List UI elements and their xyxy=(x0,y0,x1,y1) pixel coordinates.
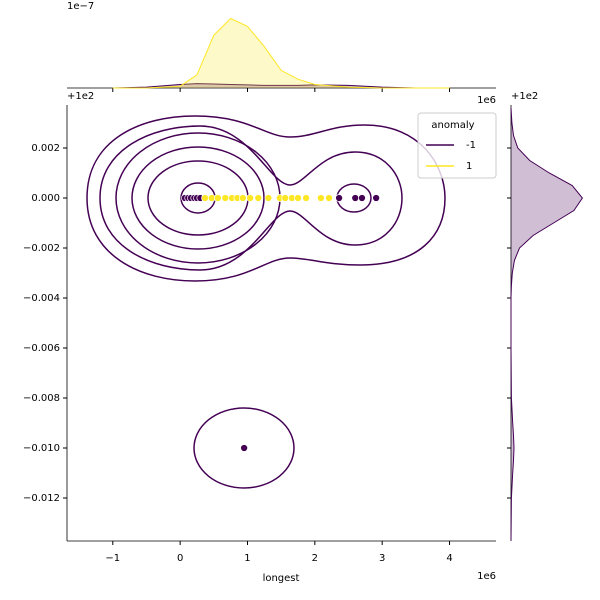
x-tick-label: 1 xyxy=(244,553,250,564)
y-offset-text: +1e2 xyxy=(67,91,94,102)
legend-title: anomaly xyxy=(431,120,474,131)
y-tick-label: −0.012 xyxy=(23,493,60,504)
legend: anomaly -1 1 xyxy=(417,112,497,179)
point xyxy=(246,194,255,202)
point xyxy=(317,194,325,202)
y-tick-label: 0.002 xyxy=(31,143,60,154)
point xyxy=(358,194,366,202)
kde-contours xyxy=(86,115,446,489)
point xyxy=(325,194,333,202)
x-tick-label: 4 xyxy=(446,553,452,564)
point xyxy=(201,194,209,202)
y-tick-label: −0.010 xyxy=(23,443,60,454)
point xyxy=(240,444,248,452)
density-fill xyxy=(511,108,583,541)
density-line xyxy=(112,83,450,89)
x-offset-text: 1e6 xyxy=(477,571,496,582)
contour xyxy=(193,407,295,489)
x-axis-label: longest xyxy=(263,573,300,584)
point xyxy=(264,194,273,202)
y-offset-text: +1e2 xyxy=(511,91,538,102)
y-tick-label: 0.000 xyxy=(31,193,60,204)
y-tick-label: −0.004 xyxy=(23,293,60,304)
legend-label: -1 xyxy=(466,140,476,151)
point xyxy=(372,194,380,202)
legend-label: 1 xyxy=(466,161,472,172)
legend-box xyxy=(417,112,497,179)
point xyxy=(238,194,247,202)
point xyxy=(335,194,343,202)
point xyxy=(351,194,360,202)
x-tick-label: −1 xyxy=(105,553,120,564)
y-tick-label: −0.002 xyxy=(23,243,60,254)
point xyxy=(294,194,302,202)
x-tick-label: 2 xyxy=(312,553,318,564)
y-offset-text: 1e−7 xyxy=(67,1,94,12)
x-offset-text: 1e6 xyxy=(477,95,496,106)
contour xyxy=(86,115,446,282)
x-tick-label: 3 xyxy=(379,553,385,564)
density-line xyxy=(510,107,584,541)
contour xyxy=(131,146,265,250)
density-line xyxy=(112,17,450,89)
point xyxy=(254,194,263,202)
point xyxy=(214,194,222,202)
point xyxy=(302,194,310,202)
y-tick-label: −0.008 xyxy=(23,393,60,404)
contour xyxy=(99,125,403,271)
density-fill xyxy=(112,18,450,88)
y-tick-label: −0.006 xyxy=(23,343,60,354)
point xyxy=(281,194,290,202)
point xyxy=(221,194,230,202)
x-tick-label: 0 xyxy=(177,553,183,564)
